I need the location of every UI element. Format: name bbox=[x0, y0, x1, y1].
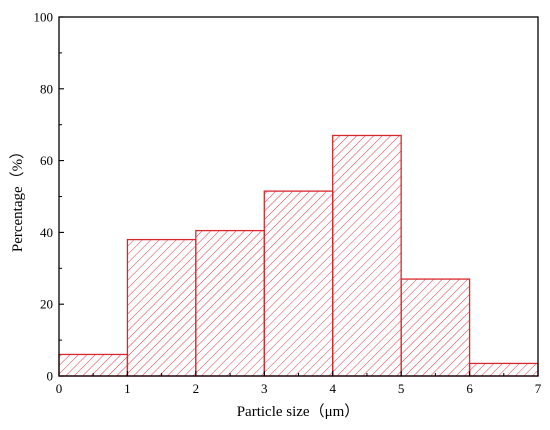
y-axis-title: Percentage（%） bbox=[9, 144, 26, 252]
y-tick-label-0: 0 bbox=[47, 369, 54, 384]
x-tick-label-4: 4 bbox=[329, 381, 336, 396]
bars-group bbox=[58, 134, 539, 377]
ticks-group: 0 1 2 3 4 5 6 7 0 20 40 60 80 100 bbox=[34, 10, 542, 397]
bar-4-5 bbox=[332, 134, 402, 377]
y-tick-label-40: 40 bbox=[40, 225, 53, 240]
bar-3-4 bbox=[263, 190, 334, 377]
x-tick-label-3: 3 bbox=[261, 381, 268, 396]
bar-5-6 bbox=[400, 278, 471, 377]
x-tick-label-6: 6 bbox=[466, 381, 473, 396]
bar-2-3 bbox=[195, 229, 265, 377]
x-tick-label-0: 0 bbox=[56, 381, 63, 396]
y-tick-label-100: 100 bbox=[34, 10, 54, 25]
x-tick-label-7: 7 bbox=[535, 381, 542, 396]
x-tick-label-2: 2 bbox=[193, 381, 200, 396]
bar-0-1 bbox=[58, 353, 129, 377]
y-tick-label-80: 80 bbox=[40, 81, 53, 96]
x-tick-label-5: 5 bbox=[398, 381, 405, 396]
y-tick-label-60: 60 bbox=[40, 153, 53, 168]
x-axis-title: Particle size（μm） bbox=[237, 403, 360, 420]
bar-1-2 bbox=[126, 238, 197, 377]
x-tick-label-1: 1 bbox=[124, 381, 131, 396]
y-tick-label-20: 20 bbox=[40, 297, 53, 312]
